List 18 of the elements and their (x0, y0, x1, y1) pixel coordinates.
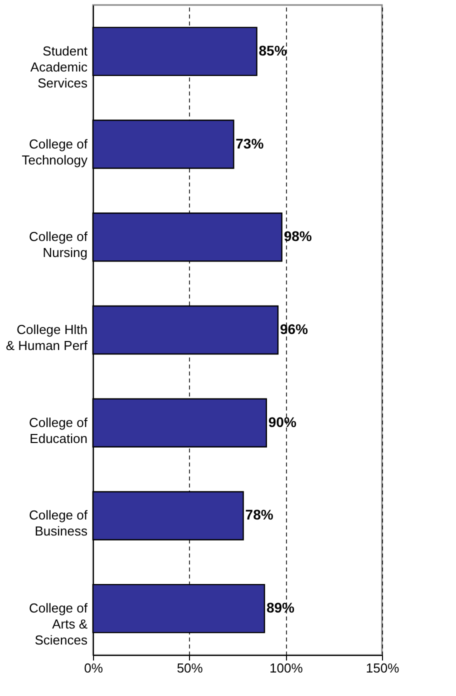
y-tick-label: College Hlth & Human Perf (6, 322, 88, 353)
x-tick-label: 150% (366, 660, 400, 676)
y-tick-label: College of Business (28, 508, 88, 539)
y-tick-label: College of Technology (22, 136, 88, 168)
y-tick-label: College of Education (28, 414, 88, 446)
data-label: 73% (236, 135, 264, 152)
y-tick-label: College of Nursing (28, 229, 88, 260)
y-tick-label: Student Academic Services (30, 43, 88, 90)
data-label: 85% (258, 42, 288, 58)
data-label: 78% (245, 506, 274, 523)
data-label: 90% (268, 414, 297, 430)
x-tick-label: 50% (176, 660, 204, 676)
data-label: 89% (266, 600, 296, 616)
y-tick-label: College of Arts & Sciences (28, 600, 88, 648)
x-tick-label: 0% (84, 660, 104, 676)
x-tick-label: 100% (270, 660, 304, 676)
data-label: 98% (284, 228, 312, 244)
data-label: 96% (280, 321, 309, 337)
